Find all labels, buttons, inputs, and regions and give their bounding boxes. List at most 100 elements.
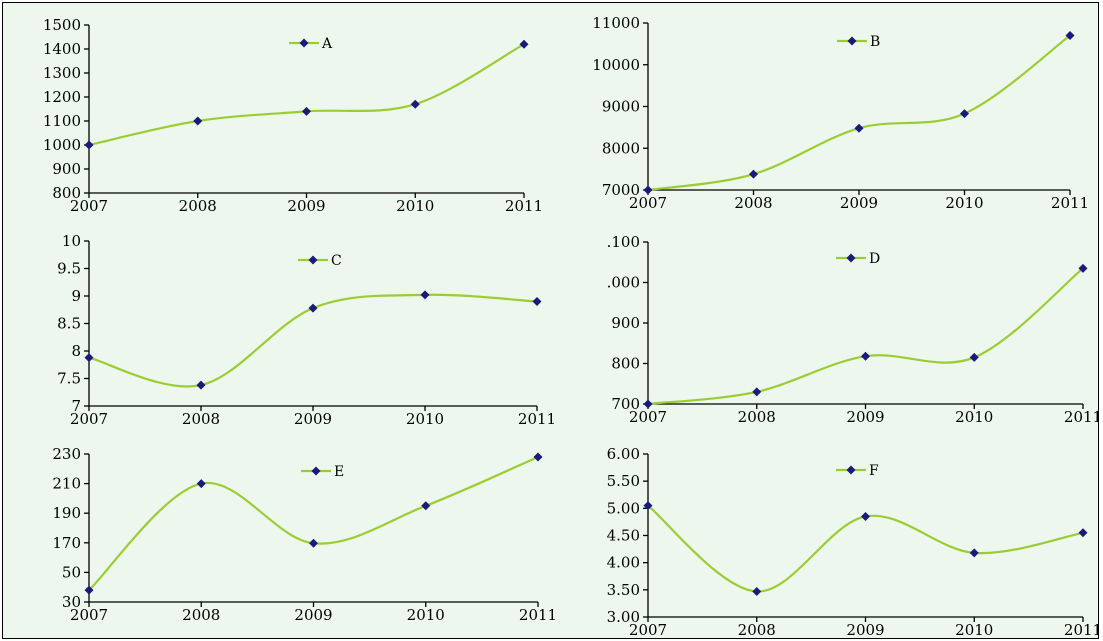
data-point-marker (643, 399, 653, 409)
y-tick-label: 7.5 (57, 370, 81, 388)
y-tick-label: 10 (62, 232, 81, 250)
y-tick-label: 3.50 (607, 581, 640, 599)
legend-marker (299, 38, 309, 48)
chart-panel-C: 7 7.5 8 8.5 9 9.5 10 2007 2008 2009 2010 2011 C (57, 232, 556, 428)
x-tick-label: 2010 (955, 408, 993, 426)
legend-marker (846, 253, 856, 263)
y-tick-label: 3.00 (607, 608, 640, 626)
legend-marker (311, 466, 321, 476)
x-tick-label: 2010 (407, 606, 445, 624)
y-tick-label: 8 (71, 342, 81, 360)
legend-label: C (331, 253, 342, 269)
data-point-marker (196, 479, 206, 489)
x-tick-label: 2009 (287, 197, 325, 215)
data-point-marker (533, 452, 543, 462)
x-tick-label: 2011 (518, 410, 556, 428)
y-tick-label: 7 (71, 397, 81, 415)
x-tick-label: 2010 (406, 410, 444, 428)
x-tick-label: 2008 (734, 194, 772, 212)
data-point-marker (420, 290, 430, 300)
series-line-D (647, 267, 1084, 406)
x-tick-label: 2008 (738, 408, 776, 426)
data-point-marker (532, 297, 542, 306)
y-tick-label: 4.00 (607, 554, 640, 572)
y-tick-label: 9000 (602, 98, 640, 116)
x-tick-label: 2011 (505, 197, 543, 215)
y-tick-label: .100 (607, 233, 640, 251)
series-line-E (88, 455, 539, 591)
x-tick-label: 2009 (846, 621, 884, 638)
x-tick-label: 2008 (179, 197, 217, 215)
y-tick-label: 1000 (43, 136, 81, 154)
data-point-marker (193, 116, 203, 126)
y-tick-label: 900 (52, 160, 81, 178)
chart-panel-B: 7000 8000 9000 10000 11000 2007 2008 2009 2010 20… (592, 14, 1089, 212)
x-tick-label: 2008 (182, 606, 220, 624)
y-tick-label: 9 (71, 287, 81, 305)
x-tick-label: 2011 (1051, 194, 1089, 212)
x-tick-label: 2009 (294, 410, 332, 428)
y-tick-label: 800 (611, 355, 640, 373)
data-point-marker (643, 501, 653, 511)
legend-label: F (869, 463, 879, 479)
data-point-marker (1078, 263, 1088, 273)
y-tick-label: 30 (62, 593, 81, 611)
x-tick-label: 2008 (738, 621, 776, 638)
x-tick-label: 2009 (846, 408, 884, 426)
x-tick-label: 2007 (629, 194, 667, 212)
data-point-marker (309, 538, 318, 548)
y-tick-label: 6.00 (607, 445, 640, 463)
legend-marker (847, 36, 857, 46)
x-tick-label: 2010 (955, 621, 993, 638)
legend-label: A (321, 36, 333, 52)
x-tick-label: 2011 (1064, 408, 1098, 426)
y-tick-label: 800 (52, 184, 81, 202)
series-line-A (88, 43, 525, 147)
y-tick-label: 210 (52, 475, 81, 493)
x-tick-label: 2011 (1064, 621, 1098, 638)
y-tick-label: 170 (52, 534, 81, 552)
data-point-marker (421, 501, 431, 511)
x-tick-label: 2011 (519, 606, 557, 624)
y-tick-label: 230 (52, 445, 81, 463)
legend-label: B (870, 34, 880, 50)
x-tick-label: 2007 (70, 197, 108, 215)
legend-marker (308, 255, 318, 265)
y-tick-label: 5.50 (607, 472, 640, 490)
legend-label: E (334, 464, 344, 480)
y-tick-label: 1300 (43, 64, 81, 82)
data-point-marker (1078, 528, 1088, 538)
data-point-marker (308, 303, 318, 313)
y-tick-label: 11000 (592, 14, 640, 32)
y-tick-label: .000 (607, 274, 640, 292)
x-tick-label: 2007 (70, 410, 108, 428)
y-tick-label: 8.5 (57, 315, 81, 333)
data-point-marker (752, 586, 762, 596)
y-tick-label: 7000 (602, 181, 640, 199)
data-point-marker (84, 353, 94, 363)
chart-panel-A: 800 900 1000 1100 1200 1300 1400 1500 2007 2008 20… (43, 16, 543, 215)
x-tick-label: 2010 (945, 194, 983, 212)
y-tick-label: 700 (611, 395, 640, 413)
data-point-marker (960, 109, 969, 119)
y-tick-label: 50 (62, 563, 81, 581)
data-point-marker (861, 511, 870, 521)
data-point-marker (84, 140, 94, 150)
data-point-marker (969, 352, 979, 362)
data-point-marker (1065, 31, 1075, 41)
y-tick-label: 5.00 (607, 499, 640, 517)
chart-panel-F: 3.00 3.50 4.00 4.50 5.00 5.50 6.00 2007 2008 2009… (607, 445, 1098, 638)
x-tick-label: 2009 (294, 606, 332, 624)
data-point-marker (854, 123, 864, 133)
y-tick-label: 9.5 (57, 260, 81, 278)
data-point-marker (749, 169, 758, 179)
y-tick-label: 1400 (43, 40, 81, 58)
data-point-marker (84, 585, 94, 595)
x-tick-label: 2007 (70, 606, 108, 624)
legend-marker (846, 465, 856, 475)
series-line-B (647, 34, 1071, 192)
chart-panel-D: 700 800 900 .000 .100 2007 2008 2009 2010 2011 D (607, 233, 1098, 426)
y-tick-label: 8000 (602, 139, 640, 157)
data-point-marker (302, 106, 311, 116)
